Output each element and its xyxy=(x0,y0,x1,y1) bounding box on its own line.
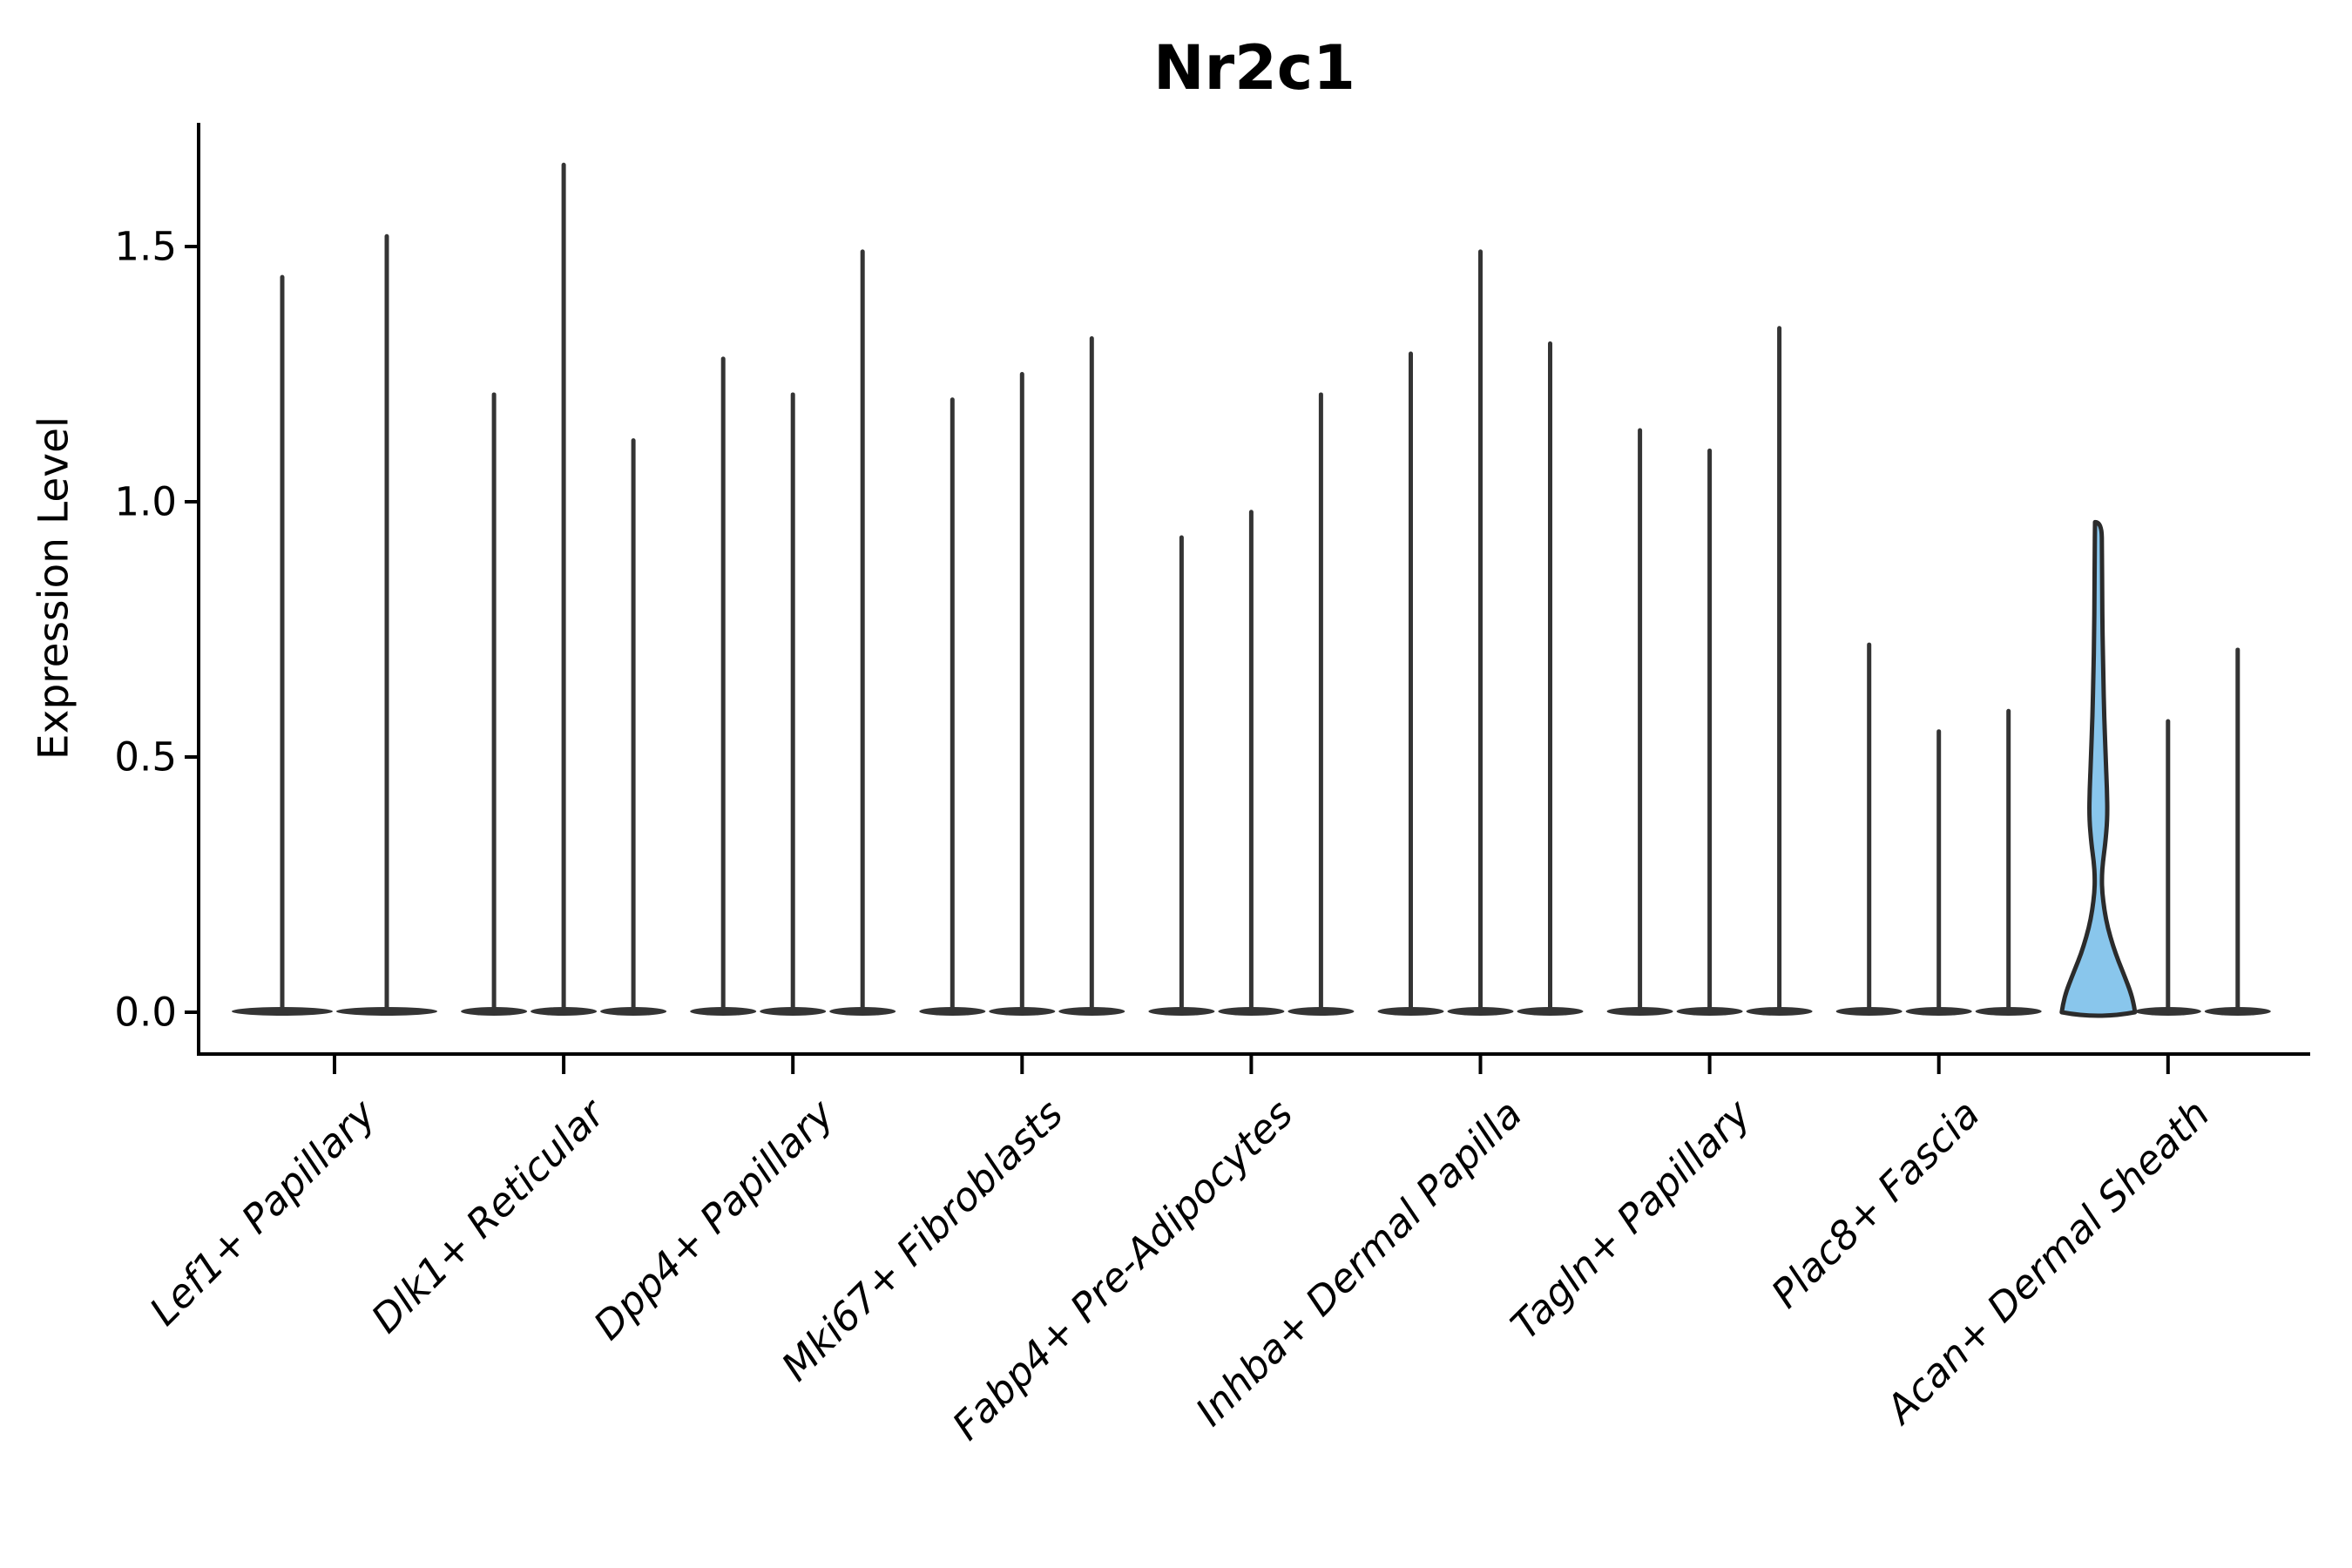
violin-base xyxy=(989,1007,1056,1016)
violin-base xyxy=(1447,1007,1514,1016)
violin-base xyxy=(1218,1007,1285,1016)
y-tick-label: 1.5 xyxy=(114,223,177,270)
violin-base xyxy=(1606,1007,1673,1016)
violin-base xyxy=(829,1007,896,1016)
chart-title: Nr2c1 xyxy=(1152,32,1356,104)
violin-highlighted xyxy=(2059,519,2138,1018)
violin-base xyxy=(1746,1007,1813,1016)
violin-base xyxy=(760,1007,827,1016)
violin-base xyxy=(600,1007,667,1016)
violin-base xyxy=(1058,1007,1125,1016)
violin-base xyxy=(2204,1007,2271,1016)
violin-base xyxy=(1975,1007,2042,1016)
violin-base xyxy=(232,1007,333,1016)
violin-base xyxy=(2134,1007,2201,1016)
violin-base xyxy=(1517,1007,1584,1016)
y-tick-label: 0.5 xyxy=(114,733,177,781)
violin-base xyxy=(1676,1007,1743,1016)
violin-base xyxy=(919,1007,986,1016)
violin-base xyxy=(336,1007,437,1016)
violin-base xyxy=(461,1007,528,1016)
y-tick-label: 1.0 xyxy=(114,478,177,525)
violin-base xyxy=(1377,1007,1444,1016)
violin-base xyxy=(1288,1007,1355,1016)
violin-base xyxy=(1835,1007,1903,1016)
violin-base xyxy=(1905,1007,1972,1016)
violin-base xyxy=(531,1007,598,1016)
violin-base xyxy=(1148,1007,1215,1016)
violin-base xyxy=(690,1007,757,1016)
y-tick-label: 0.0 xyxy=(114,989,177,1036)
